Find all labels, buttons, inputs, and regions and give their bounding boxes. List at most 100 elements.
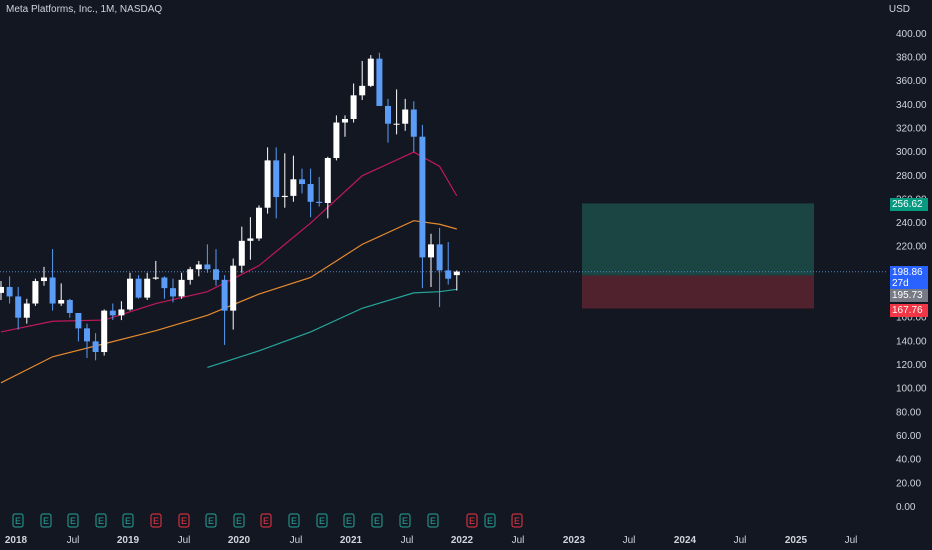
earnings-marker	[205, 513, 217, 528]
earnings-marker	[178, 513, 190, 528]
candle-body	[445, 270, 452, 279]
y-tick-label: 380.00	[896, 52, 927, 63]
earnings-marker	[95, 513, 107, 528]
x-tick-label: Jul	[623, 535, 636, 546]
target-price-tag: 256.62	[890, 198, 928, 211]
x-tick-label: 2023	[563, 535, 586, 546]
candle-body	[230, 265, 237, 311]
candle-body	[299, 179, 305, 185]
stop-price-tag: 167.76	[890, 304, 928, 317]
candle-body	[281, 195, 288, 198]
last-price-tag: 198.86	[890, 266, 928, 279]
x-tick-label: 2025	[785, 535, 808, 546]
candle-body	[333, 122, 340, 159]
x-tick-label: 2020	[228, 535, 251, 546]
earnings-label: E	[263, 516, 269, 526]
candle-body	[247, 238, 254, 241]
x-tick-label: Jul	[512, 535, 525, 546]
candle-body	[324, 158, 331, 203]
x-tick-label: 2022	[451, 535, 474, 546]
candle-body	[127, 278, 133, 310]
candle-body	[290, 179, 297, 196]
candle-body	[32, 281, 39, 304]
earnings-marker	[233, 513, 245, 528]
earnings-label: E	[487, 516, 493, 526]
candle-body	[367, 58, 374, 86]
candle-body	[152, 277, 159, 279]
x-tick-label: 2024	[674, 535, 697, 546]
candle-body	[238, 240, 245, 266]
earnings-label: E	[98, 516, 104, 526]
earnings-marker	[399, 513, 411, 528]
candle-body	[6, 286, 13, 297]
y-tick-label: 0.00	[896, 502, 916, 513]
candle-body	[385, 105, 391, 124]
candle-body	[307, 184, 314, 202]
earnings-label: E	[15, 516, 21, 526]
candle-body	[66, 299, 73, 313]
candle-body	[187, 269, 194, 280]
earnings-marker	[511, 513, 523, 528]
y-tick-label: 100.00	[896, 384, 927, 395]
candle-body	[23, 303, 30, 318]
candle-body	[213, 269, 219, 280]
y-tick-label: 140.00	[896, 336, 927, 347]
earnings-label: E	[208, 516, 214, 526]
candle-body	[264, 160, 271, 208]
y-tick-label: 160.00	[896, 313, 927, 324]
entry-price-tag: 195.73	[890, 289, 928, 302]
x-tick-label: 2019	[117, 535, 140, 546]
candle-body	[178, 279, 185, 297]
candle-body	[144, 278, 151, 298]
earnings-marker	[67, 513, 79, 528]
y-tick-label: 120.00	[896, 360, 927, 371]
candle-body	[256, 207, 262, 239]
y-tick-label: 60.00	[896, 431, 921, 442]
x-tick-label: Jul	[401, 535, 414, 546]
x-tick-label: Jul	[734, 535, 747, 546]
candle-body	[0, 286, 4, 293]
earnings-marker	[12, 513, 24, 528]
candle-body	[195, 264, 202, 270]
candle-body	[15, 296, 22, 318]
earnings-marker	[150, 513, 162, 528]
earnings-label: E	[469, 516, 475, 526]
y-tick-label: 220.00	[896, 242, 927, 253]
earnings-marker	[122, 513, 134, 528]
candle-body	[376, 58, 383, 106]
candle-body	[428, 244, 434, 258]
candle-body	[41, 277, 47, 282]
y-tick-label: 320.00	[896, 123, 927, 134]
loss-zone	[582, 275, 814, 309]
candle-body	[118, 309, 125, 316]
earnings-label: E	[70, 516, 76, 526]
earnings-label: E	[346, 516, 352, 526]
candle-body	[92, 341, 99, 353]
earnings-marker	[288, 513, 300, 528]
candle-body	[359, 85, 366, 96]
earnings-label: E	[125, 516, 131, 526]
y-tick-label: 80.00	[896, 407, 921, 418]
earnings-marker	[484, 513, 496, 528]
earnings-marker	[260, 513, 272, 528]
symbol-title[interactable]: Meta Platforms, Inc., 1M, NASDAQ	[6, 4, 163, 15]
candle-body	[161, 277, 168, 289]
y-tick-label: 40.00	[896, 455, 921, 466]
candle-body	[204, 264, 211, 270]
earnings-label: E	[153, 516, 159, 526]
earnings-label: E	[43, 516, 49, 526]
earnings-label: E	[514, 516, 520, 526]
earnings-marker	[343, 513, 355, 528]
candle-body	[49, 277, 56, 304]
candle-body	[109, 310, 116, 316]
y-tick-label: 300.00	[896, 147, 927, 158]
x-tick-label: Jul	[178, 535, 191, 546]
earnings-marker	[371, 513, 383, 528]
x-tick-label: Jul	[67, 535, 80, 546]
candle-body	[436, 244, 443, 271]
candle-body	[393, 123, 400, 125]
earnings-label: E	[319, 516, 325, 526]
earnings-label: E	[374, 516, 380, 526]
candle-body	[221, 279, 228, 311]
